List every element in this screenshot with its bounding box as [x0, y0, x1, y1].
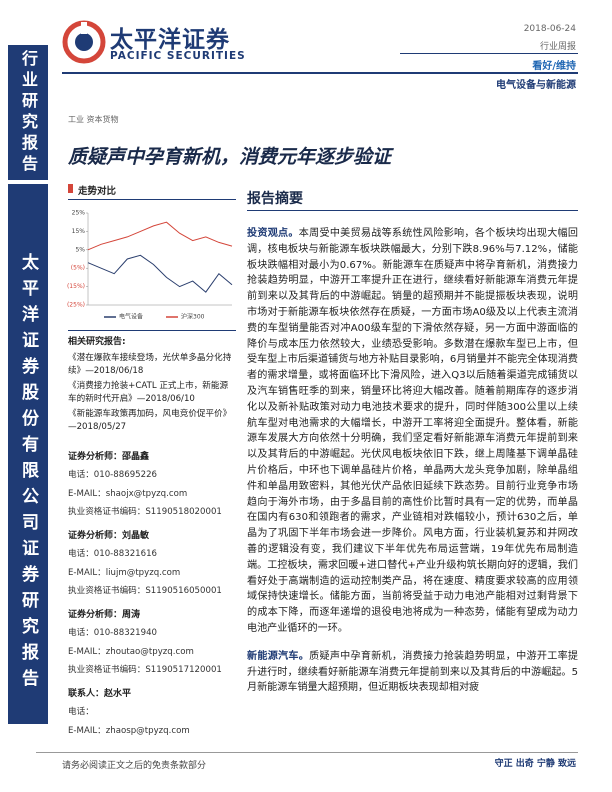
analyst-email: E-MAIL：zhoutao@tpyzq.com — [68, 646, 194, 657]
summary-paragraph: 投资观点。本周受中美贸易战等系统性风险影响，各个板块均出现大幅回调，核电板块与新… — [247, 226, 578, 637]
logo-cn: 太平洋证券 — [110, 27, 230, 53]
analyst-email: E-MAIL：liujm@tpyzq.com — [68, 567, 181, 578]
title: 质疑声中孕育新机，消费元年逐步验证 — [68, 146, 392, 168]
analyst-role: 联系人： — [68, 688, 105, 699]
logo-icon — [62, 20, 106, 64]
y-tick-label: (25%) — [67, 302, 85, 309]
analyst-role: 证券分析师： — [68, 530, 123, 541]
analyst-phone: 电话：010-88321616 — [68, 549, 158, 559]
trend-heading: 走势对比 — [78, 186, 117, 197]
category: 工业 资本货物 — [68, 115, 119, 124]
y-tick-label: 15% — [72, 228, 86, 235]
paragraph-lead: 新能源汽车。 — [247, 650, 310, 662]
paragraph-text: 质疑声中孕育新机，消费接力抢装趋势明显，中游开工率提升进行时，继续看好新能源车消… — [247, 650, 579, 694]
y-tick-label: 5% — [75, 246, 85, 253]
sidebar-bottom: 太平洋证券股份有限公司证券研究报告 — [8, 184, 48, 724]
related-item: 《消费接力抢装+CATL 正式上市，新能源车的新时代开启》—2018/06/10 — [68, 380, 229, 405]
analyst-cert: 执业资格证书编码：S1190516050001 — [68, 586, 222, 596]
analyst-phone: 电话：010-88695226 — [68, 470, 158, 480]
analyst-phone: 电话：010-88321940 — [68, 628, 158, 638]
analyst-role: 证券分析师： — [68, 451, 123, 462]
analyst: 证券分析师：刘晶敏 — [68, 530, 236, 544]
analyst-name: 邵晶鑫 — [122, 451, 150, 462]
logo-en: PACIFIC SECURITIES — [110, 50, 246, 62]
rating: 看好/维持 — [532, 61, 576, 72]
analyst-email: E-MAIL：zhaosp@tpyzq.com — [68, 725, 190, 736]
summary-heading: 报告摘要 — [247, 191, 303, 207]
y-tick-label: (5%) — [71, 265, 85, 272]
y-tick-label: 25% — [72, 210, 86, 217]
legend-label: 沪深300 — [181, 313, 205, 321]
sector: 电气设备与新能源 — [496, 80, 576, 91]
analyst-role: 证券分析师： — [68, 609, 123, 620]
summary-paragraph: 新能源汽车。质疑声中孕育新机，消费接力抢装趋势明显，中游开工率提升进行时，继续看… — [247, 649, 578, 696]
series-line — [87, 221, 233, 251]
analyst-email: E-MAIL：shaojx@tpyzq.com — [68, 488, 188, 499]
related-heading: 相关研究报告: — [68, 337, 126, 347]
analyst: 联系人：赵水平 — [68, 688, 236, 702]
summary-body: 投资观点。本周受中美贸易战等系统性风险影响，各个板块均出现大幅回调，核电板块与新… — [247, 226, 578, 696]
analyst: 证券分析师：周涛 — [68, 609, 236, 623]
analyst-name: 周涛 — [122, 609, 141, 620]
motto: 守正 出奇 宁静 致远 — [494, 759, 576, 769]
sidebar-top: 行业研究报告 — [8, 45, 48, 180]
related-item: 《新能源车政策再加码，风电竞价促平价》—2018/05/27 — [68, 408, 232, 433]
analyst-name: 刘晶敏 — [122, 530, 150, 541]
analyst-name: 赵水平 — [104, 688, 132, 699]
heading-marker — [68, 184, 73, 193]
related-item: 《潜在爆款车接续登场，光伏单多晶分化持续》—2018/06/18 — [68, 352, 232, 377]
analyst-cert: 执业资格证书编码：S1190518020001 — [68, 507, 222, 517]
analyst-phone: 电话： — [68, 707, 94, 717]
paragraph-lead: 投资观点。 — [247, 228, 299, 239]
analyst: 证券分析师：邵晶鑫 — [68, 451, 236, 465]
date: 2018-06-24 — [523, 24, 576, 34]
y-tick-label: (15%) — [67, 283, 85, 290]
disclaimer: 请务必阅读正文之后的免责条款部分 — [62, 761, 207, 771]
left-column: 相关研究报告: 《潜在爆款车接续登场，光伏单多晶分化持续》—2018/06/18… — [68, 336, 236, 738]
paragraph-text: 本周受中美贸易战等系统性风险影响，各个板块均出现大幅回调，核电板块与新能源车板块… — [247, 228, 579, 634]
trend-chart: 25% 15% 5% (5%) (15%) (25%) 电气设备 沪深300 — [67, 210, 233, 321]
series-line — [87, 254, 233, 293]
analyst-cert: 执业资格证书编码：S1190517120001 — [68, 665, 222, 675]
report-type: 行业周报 — [539, 42, 576, 52]
legend-label: 电气设备 — [119, 313, 143, 321]
